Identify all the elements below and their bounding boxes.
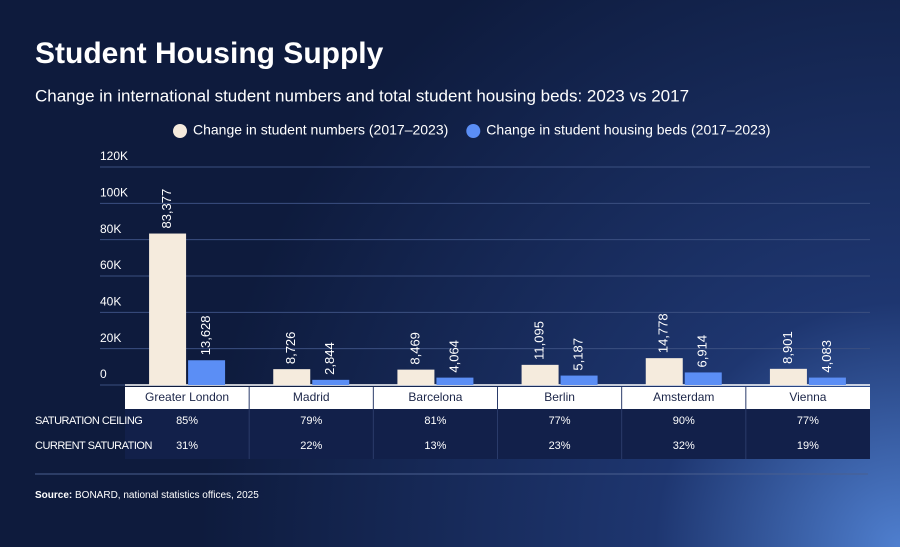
value-label: 13,628	[198, 315, 213, 355]
legend-swatch	[466, 124, 481, 138]
x-tick-label: Madrid	[293, 390, 330, 404]
bar	[684, 372, 722, 385]
table-cell: 77%	[797, 415, 819, 427]
value-label: 8,469	[407, 332, 422, 365]
value-label: 4,083	[819, 340, 834, 373]
x-tick-label: Greater London	[145, 390, 229, 404]
x-tick-label: Amsterdam	[653, 390, 714, 404]
value-label: 2,844	[322, 342, 337, 375]
table-row-label: CURRENT SATURATION	[35, 440, 152, 452]
table-cell: 22%	[300, 440, 322, 452]
bar	[273, 369, 311, 385]
y-tick-label: 100K	[100, 186, 128, 200]
table-cell: 19%	[797, 440, 819, 452]
table-cell: 13%	[424, 440, 446, 452]
table-cell: 79%	[300, 415, 322, 427]
chart-subtitle: Change in international student numbers …	[35, 86, 689, 105]
y-tick-label: 80K	[100, 222, 121, 236]
table-cell: 77%	[549, 415, 571, 427]
value-label: 6,914	[695, 335, 710, 368]
legend-label: Change in student numbers (2017–2023)	[193, 122, 448, 138]
value-label: 8,726	[283, 332, 298, 365]
value-label: 5,187	[571, 338, 586, 371]
x-tick-label: Vienna	[789, 390, 826, 404]
y-tick-label: 20K	[100, 331, 121, 345]
bar	[149, 233, 187, 385]
bar	[436, 377, 474, 385]
bar	[808, 377, 846, 385]
chart-title: Student Housing Supply	[35, 37, 384, 70]
table-cell: 85%	[176, 415, 198, 427]
x-tick-label: Barcelona	[408, 390, 462, 404]
bar	[312, 379, 350, 385]
bar	[560, 375, 598, 385]
table-row-label: SATURATION CEILING	[35, 415, 142, 427]
table-cell: 31%	[176, 440, 198, 452]
bar	[188, 360, 226, 385]
legend-label: Change in student housing beds (2017–202…	[486, 122, 770, 138]
value-label: 8,901	[780, 331, 795, 364]
y-tick-label: 60K	[100, 258, 121, 272]
table-cell: 90%	[673, 415, 695, 427]
bar	[397, 369, 435, 385]
x-tick-label: Berlin	[544, 390, 575, 404]
value-label: 4,064	[446, 340, 461, 373]
y-tick-label: 120K	[100, 149, 128, 163]
bar	[645, 358, 683, 385]
value-label: 14,778	[656, 313, 671, 353]
source: Source: BONARD, national statistics offi…	[35, 490, 259, 501]
value-label: 83,377	[159, 189, 174, 229]
table-cell: 23%	[549, 440, 571, 452]
y-tick-label: 40K	[100, 295, 121, 309]
source-label: Source:	[35, 490, 72, 501]
y-tick-label: 0	[100, 367, 107, 381]
table-cell: 32%	[673, 440, 695, 452]
source-text: BONARD, national statistics offices, 202…	[75, 490, 259, 501]
bar	[769, 368, 807, 385]
value-label: 11,095	[532, 321, 547, 360]
bar	[521, 364, 559, 385]
table-cell: 81%	[424, 415, 446, 427]
legend-swatch	[173, 124, 187, 138]
